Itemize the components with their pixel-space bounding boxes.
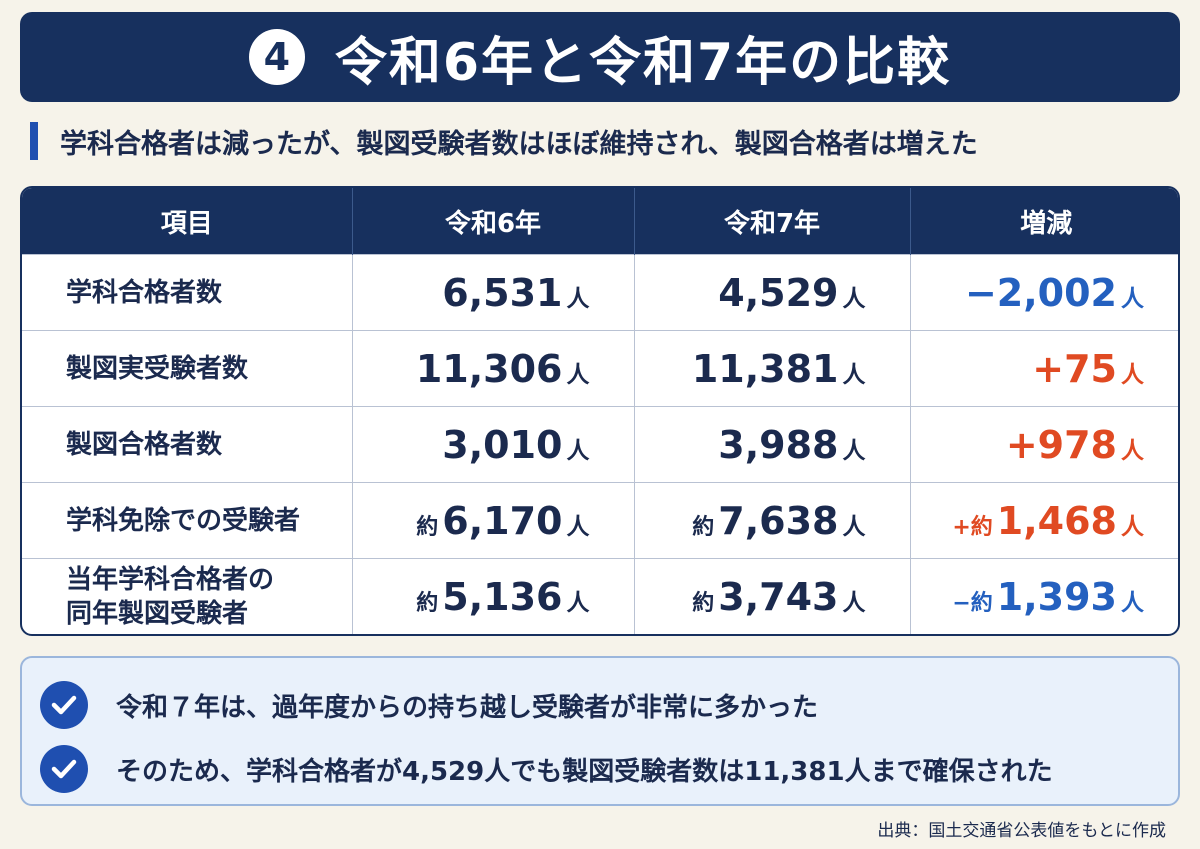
r6-value: 約 5,136 人	[351, 558, 634, 634]
table-header-row: 項目 令和6年 令和7年 増減	[22, 188, 1178, 255]
diff-value: +約 1,468 人	[909, 482, 1178, 559]
table-row: 製図実受験者数 11,306 人 11,381 人 +75 人	[22, 330, 1178, 407]
comparison-table: 項目 令和6年 令和7年 増減 学科合格者数 6,531 人 4,529 人 −2,…	[20, 186, 1180, 636]
subtitle-accent-bar	[30, 122, 38, 160]
check-circle-icon	[40, 681, 88, 729]
check-circle-icon	[40, 745, 88, 793]
r7-value: 3,988 人	[633, 406, 910, 483]
r7-value: 約 3,743 人	[633, 558, 910, 634]
column-header-r6: 令和6年	[351, 188, 634, 255]
r6-value: 約 6,170 人	[351, 482, 634, 559]
row-label: 製図実受験者数	[22, 330, 352, 407]
column-header-item: 項目	[22, 188, 352, 255]
source-citation: 出典：国土交通省公表値をもとに作成	[877, 821, 1166, 841]
column-header-r7: 令和7年	[633, 188, 910, 255]
row-label: 学科合格者数	[22, 254, 352, 331]
table-row: 学科合格者数 6,531 人 4,529 人 −2,002 人	[22, 254, 1178, 331]
notes-box: 令和７年は、過年度からの持ち越し受験者が非常に多かった そのため、学科合格者が4…	[20, 656, 1180, 806]
diff-value: −2,002 人	[909, 254, 1178, 331]
row-label: 学科免除での受験者	[22, 482, 352, 559]
table-row: 当年学科合格者の 同年製図受験者 約 5,136 人 約 3,743 人 −約 1,393 人	[22, 558, 1178, 634]
r7-value: 4,529 人	[633, 254, 910, 331]
note-item: 令和７年は、過年度からの持ち越し受験者が非常に多かった	[40, 676, 1178, 734]
table-row: 製図合格者数 3,010 人 3,988 人 +978 人	[22, 406, 1178, 483]
row-label-line2: 同年製図受験者	[66, 598, 249, 629]
row-label-line1: 当年学科合格者の	[66, 564, 275, 595]
r6-value: 3,010 人	[351, 406, 634, 483]
diff-value: −約 1,393 人	[909, 558, 1178, 634]
subtitle-text: 学科合格者は減ったが、製図受験者数はほぼ維持され、製図合格者は増えた	[60, 128, 978, 160]
note-text: 令和７年は、過年度からの持ち越し受験者が非常に多かった	[116, 692, 819, 723]
subtitle: 学科合格者は減ったが、製図受験者数はほぼ維持され、製図合格者は増えた	[30, 118, 978, 164]
row-label: 当年学科合格者の 同年製図受験者	[22, 558, 352, 634]
section-number-badge: 4	[248, 29, 305, 85]
r7-value: 約 7,638 人	[633, 482, 910, 559]
r6-value: 6,531 人	[351, 254, 634, 331]
title-banner: 4 令和6年と令和7年の比較	[20, 12, 1180, 102]
diff-value: +75 人	[909, 330, 1178, 407]
note-item: そのため、学科合格者が4,529人でも製図受験者数は11,381人まで確保された	[40, 740, 1178, 798]
r7-value: 11,381 人	[633, 330, 910, 407]
r6-value: 11,306 人	[351, 330, 634, 407]
column-header-diff: 増減	[909, 188, 1178, 255]
note-text: そのため、学科合格者が4,529人でも製図受験者数は11,381人まで確保された	[116, 756, 1053, 787]
row-label: 製図合格者数	[22, 406, 352, 483]
page-title: 令和6年と令和7年の比較	[334, 32, 952, 93]
table-row: 学科免除での受験者 約 6,170 人 約 7,638 人 +約 1,468 人	[22, 482, 1178, 559]
diff-value: +978 人	[909, 406, 1178, 483]
